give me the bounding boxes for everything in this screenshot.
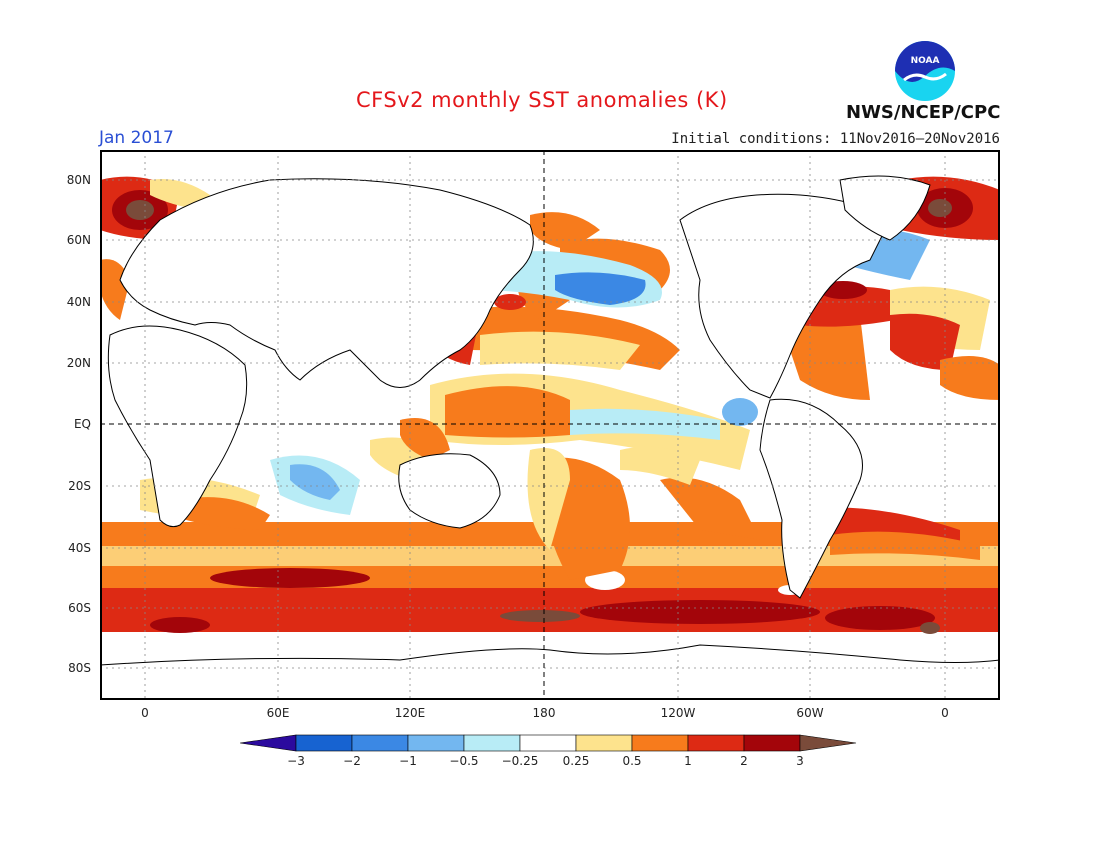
colorbar-tick-label: −0.25	[501, 754, 539, 768]
svg-text:NOAA: NOAA	[911, 56, 940, 66]
map-title: CFSv2 monthly SST anomalies (K)	[356, 88, 728, 112]
colorbar-box	[575, 734, 633, 752]
lon-label-0-west: 0	[141, 706, 149, 720]
lon-label-60e: 60E	[266, 706, 290, 720]
lat-label-20s: 20S	[68, 479, 91, 493]
colorbar-tick-label: 3	[796, 754, 804, 768]
map-frame	[100, 150, 1000, 700]
agency-label: NWS/NCEP/CPC	[846, 102, 1001, 123]
colorbar-box	[519, 734, 577, 752]
valid-month-label: Jan 2017	[99, 128, 174, 148]
lon-label-120e: 120E	[394, 706, 426, 720]
colorbar	[240, 734, 857, 752]
lon-label-0-east: 0	[941, 706, 949, 720]
greenland	[839, 175, 931, 241]
lon-label-180: 180	[532, 706, 556, 720]
sst-anomaly-map	[100, 150, 1000, 700]
initial-conditions-label: Initial conditions: 11Nov2016–20Nov2016	[671, 131, 1000, 147]
colorbar-box	[407, 734, 465, 752]
lat-label-80s: 80S	[68, 661, 91, 675]
lat-label-eq: EQ	[73, 417, 91, 431]
north-america	[679, 193, 891, 399]
lat-label-20n: 20N	[66, 356, 91, 370]
australia	[398, 453, 501, 529]
atlantic-anomalies	[780, 228, 1000, 560]
colorbar-tick-label: −2	[343, 754, 361, 768]
colorbar-box	[631, 734, 689, 752]
colorbar-tick-label: 1	[684, 754, 692, 768]
lat-label-80n: 80N	[66, 173, 91, 187]
colorbar-arrow-low	[240, 734, 297, 752]
africa	[107, 325, 248, 528]
colorbar-tick-label: 0.25	[562, 754, 590, 768]
colorbar-tick-label: 2	[740, 754, 748, 768]
lon-label-60w: 60W	[796, 706, 824, 720]
eurasia	[119, 178, 534, 388]
colorbar-tick-label: −3	[287, 754, 305, 768]
colorbar-box	[743, 734, 801, 752]
lat-label-40s: 40S	[68, 541, 91, 555]
lat-label-60s: 60S	[68, 601, 91, 615]
noaa-logo-icon: NOAA	[895, 41, 955, 101]
lat-label-40n: 40N	[66, 295, 91, 309]
gridlines	[100, 150, 1000, 700]
colorbar-box	[351, 734, 409, 752]
colorbar-arrow-high	[799, 734, 857, 752]
colorbar-tick-label: −1	[399, 754, 417, 768]
continents	[100, 175, 1000, 700]
colorbar-box	[295, 734, 353, 752]
colorbar-tick-label: −0.5	[449, 754, 479, 768]
colorbar-box	[463, 734, 521, 752]
lat-label-60n: 60N	[66, 233, 91, 247]
pacific-anomalies	[430, 238, 760, 580]
antarctica	[100, 644, 1000, 700]
reference-lines	[100, 150, 1000, 700]
colorbar-tick-label: 0.5	[622, 754, 642, 768]
lon-label-120w: 120W	[660, 706, 696, 720]
colorbar-box	[687, 734, 745, 752]
